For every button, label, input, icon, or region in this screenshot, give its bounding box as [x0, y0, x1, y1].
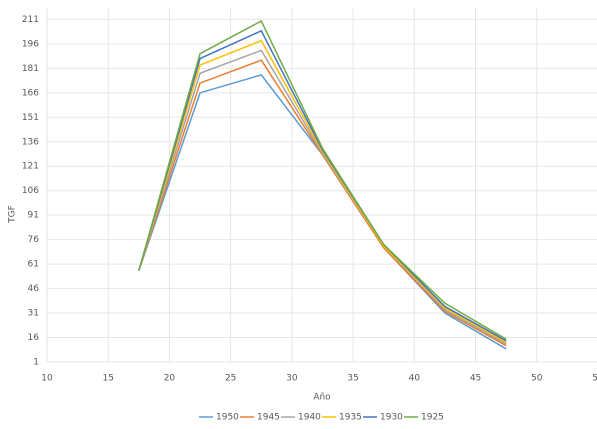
series-line	[138, 49, 507, 345]
x-tick-label: 10	[41, 374, 53, 384]
series-line	[138, 59, 507, 347]
y-tick-label: 91	[28, 211, 39, 221]
legend-label: 1945	[257, 413, 280, 423]
series-line	[138, 20, 507, 340]
x-tick-label: 25	[225, 374, 236, 384]
y-tick-label: 31	[28, 309, 39, 319]
series-line	[138, 29, 507, 342]
y-tick-label: 151	[22, 113, 39, 123]
series-line	[138, 39, 507, 344]
y-tick-label: 196	[22, 39, 39, 49]
y-tick-label: 46	[28, 284, 40, 294]
x-tick-label: 20	[164, 374, 176, 384]
legend-label: 1925	[421, 413, 444, 423]
y-tick-label: 76	[28, 235, 40, 245]
legend-label: 1935	[339, 413, 362, 423]
x-tick-label: 30	[286, 374, 298, 384]
y-tick-label: 1	[33, 358, 39, 368]
y-tick-label: 106	[22, 186, 39, 196]
y-tick-label: 211	[22, 15, 39, 25]
x-tick-label: 40	[409, 374, 421, 384]
x-tick-label: 55	[592, 374, 597, 384]
x-tick-label: 45	[470, 374, 481, 384]
x-tick-label: 35	[347, 374, 358, 384]
legend-label: 1950	[216, 413, 239, 423]
y-tick-label: 166	[22, 88, 39, 98]
legend-label: 1940	[298, 413, 321, 423]
y-tick-label: 181	[22, 64, 39, 74]
y-tick-label: 121	[22, 162, 39, 172]
x-tick-label: 15	[102, 374, 113, 384]
x-axis-label: Año	[313, 393, 331, 403]
y-tick-label: 16	[28, 333, 40, 343]
y-axis-label: TGF	[8, 205, 18, 224]
y-tick-label: 136	[22, 137, 39, 147]
legend-label: 1930	[380, 413, 403, 423]
x-tick-label: 50	[531, 374, 543, 384]
y-tick-label: 61	[28, 260, 39, 270]
